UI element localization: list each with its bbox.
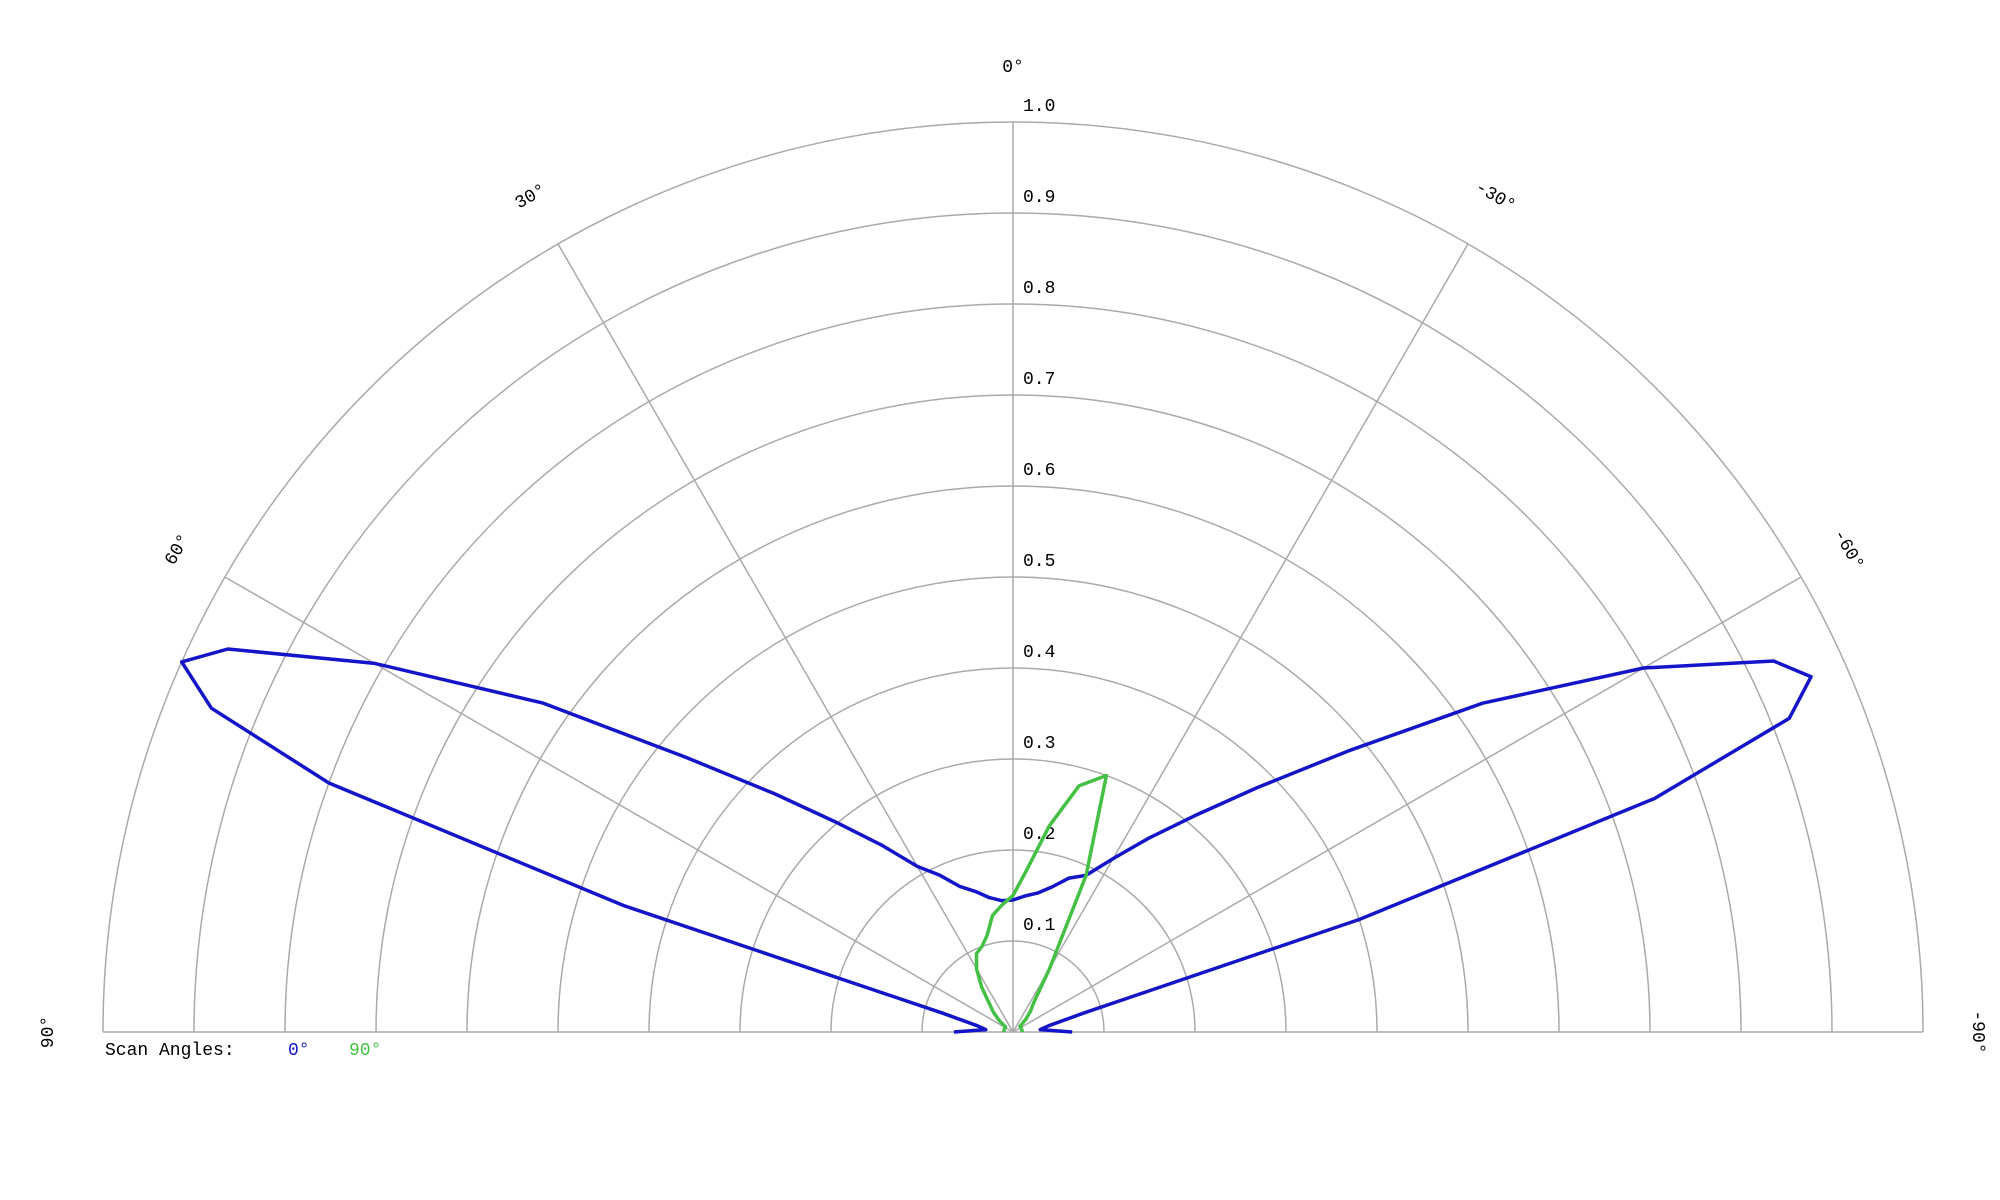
- angle-tick-label: -90°: [1967, 1010, 1987, 1053]
- angle-tick-label: 90°: [39, 1016, 59, 1048]
- r-tick-label: 0.8: [1023, 279, 1055, 299]
- r-tick-label: 1.0: [1023, 97, 1055, 117]
- r-tick-label: 0.6: [1023, 461, 1055, 481]
- r-tick-label: 0.2: [1023, 825, 1055, 845]
- angle-tick-label: -30°: [1471, 178, 1518, 217]
- angle-tick-label: 60°: [162, 531, 196, 569]
- grid-spoke: [557, 243, 1014, 1033]
- angle-tick-label: 0°: [1002, 58, 1024, 78]
- angle-tick-label: 30°: [512, 181, 550, 215]
- grid-spoke: [1012, 243, 1469, 1033]
- grid-spoke: [224, 576, 1014, 1033]
- legend-entry: 0°: [288, 1041, 310, 1061]
- series-line: [974, 773, 1109, 1033]
- grid-spoke: [1012, 576, 1802, 1033]
- r-tick-label: 0.9: [1023, 188, 1055, 208]
- series-line: [179, 647, 1813, 1034]
- legend-entry: 90°: [349, 1041, 381, 1061]
- legend-title: Scan Angles:: [105, 1041, 235, 1061]
- r-tick-label: 0.4: [1023, 643, 1055, 663]
- r-tick-label: 0.5: [1023, 552, 1055, 572]
- r-tick-label: 0.3: [1023, 734, 1055, 754]
- r-tick-label: 0.7: [1023, 370, 1055, 390]
- angle-tick-label: -60°: [1828, 526, 1867, 573]
- r-tick-label: 0.1: [1023, 916, 1055, 936]
